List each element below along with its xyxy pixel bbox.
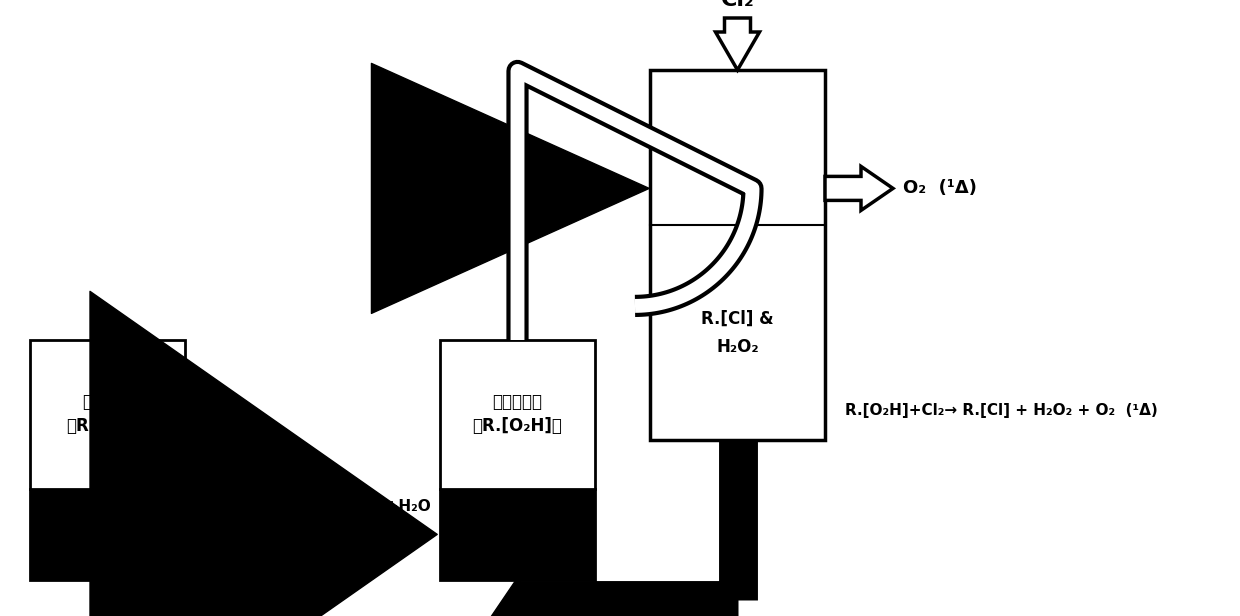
Bar <box>30 340 185 489</box>
Text: H₂O₂: H₂O₂ <box>717 338 759 355</box>
Polygon shape <box>825 166 893 211</box>
Bar <box>724 18 750 32</box>
Polygon shape <box>715 18 759 70</box>
Text: R.[OH]+H₂O₂→ R.[O₂H]+H₂O: R.[OH]+H₂O₂→ R.[O₂H]+H₂O <box>195 499 430 514</box>
Text: O₂  (¹Δ): O₂ (¹Δ) <box>903 179 977 197</box>
Text: （R.[O₂H]）: （R.[O₂H]） <box>472 418 563 436</box>
Bar <box>650 70 825 440</box>
Text: R.[Cl] &: R.[Cl] & <box>701 310 774 328</box>
Bar <box>30 489 185 580</box>
Bar <box>440 340 595 489</box>
Text: （R.[OH]）: （R.[OH]） <box>66 418 149 436</box>
Text: R.[O₂H]+Cl₂→ R.[Cl] + H₂O₂ + O₂  (¹Δ): R.[O₂H]+Cl₂→ R.[Cl] + H₂O₂ + O₂ (¹Δ) <box>844 402 1158 418</box>
Bar <box>440 489 595 580</box>
Text: 离子液体相: 离子液体相 <box>83 394 133 411</box>
Text: Cl₂: Cl₂ <box>720 0 754 10</box>
Text: 离子液体相: 离子液体相 <box>492 394 543 411</box>
